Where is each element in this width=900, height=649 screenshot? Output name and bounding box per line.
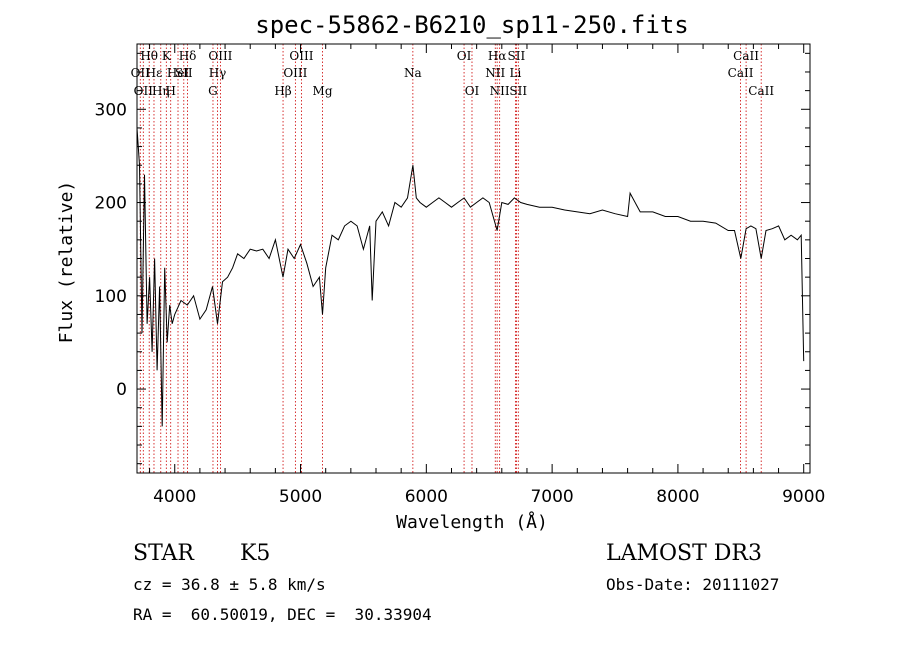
plot-frame: [136, 43, 811, 474]
redshift-cz: cz = 36.8 ± 5.8 km/s: [133, 575, 326, 594]
y-tick-label: 100: [95, 287, 127, 307]
line-marker-label: OII: [134, 84, 154, 98]
x-tick-label: 4000: [153, 487, 196, 507]
observation-date: Obs-Date: 20111027: [606, 575, 779, 594]
y-axis-label: Flux (relative): [56, 181, 77, 344]
line-marker-label: SII: [508, 49, 526, 63]
line-marker-label: Hθ: [140, 49, 158, 63]
line-label-layer: OIIOIIHθHεHηKHHeISIIHδGHγOIIIHβOIIIOIIIM…: [131, 49, 775, 98]
line-marker-label: H: [165, 84, 175, 98]
line-marker-label: SII: [175, 66, 193, 80]
line-marker-label: Li: [509, 66, 521, 80]
y-tick-label: 0: [116, 380, 127, 400]
object-class: STAR: [133, 541, 195, 566]
line-marker-label: CaII: [748, 84, 774, 98]
y-tick-label: 200: [95, 194, 127, 214]
line-marker-label: G: [208, 84, 218, 98]
line-marker-label: OI: [465, 84, 480, 98]
line-marker-label: OIII: [208, 49, 232, 63]
y-tick-label: 300: [95, 100, 127, 120]
line-marker-label: Hε: [146, 66, 163, 80]
chart-title: spec-55862-B6210_sp11-250.fits: [255, 11, 688, 39]
line-marker-label: OI: [457, 49, 472, 63]
line-marker-label: Hη: [152, 84, 170, 98]
line-marker-label: OIII: [289, 49, 313, 63]
line-marker-label: NII: [490, 84, 510, 98]
line-marker-label: Mg: [313, 84, 333, 98]
line-marker-label: Hγ: [209, 66, 227, 80]
x-axis-label: Wavelength (Å): [396, 511, 548, 533]
x-tick-label: 6000: [405, 487, 448, 507]
line-marker-label: OIII: [283, 66, 307, 80]
line-marker-label: CaII: [728, 66, 754, 80]
line-marker-label: Hβ: [274, 84, 291, 98]
x-tick-label: 5000: [279, 487, 322, 507]
line-marker-layer: [139, 44, 762, 473]
x-tick-label: 7000: [530, 487, 573, 507]
y-axis: 0 100 200 300: [95, 52, 810, 465]
line-marker-label: OII: [131, 66, 151, 80]
x-tick-label: 8000: [656, 487, 699, 507]
line-marker-label: Hα: [488, 49, 507, 63]
spectrum-line: [136, 127, 805, 427]
line-marker-label: K: [162, 49, 172, 63]
survey-name: LAMOST DR3: [606, 541, 762, 566]
line-marker-label: CaII: [733, 49, 759, 63]
x-tick-label: 9000: [782, 487, 825, 507]
coordinates: RA = 60.50019, DEC = 30.33904: [133, 605, 432, 624]
line-marker-label: NII: [485, 66, 505, 80]
line-marker-label: SII: [509, 84, 527, 98]
x-axis: 4000 5000 6000 7000 8000 9000: [149, 44, 825, 507]
object-subclass: K5: [240, 541, 270, 566]
line-marker-label: HeI: [167, 66, 190, 80]
line-marker-label: Hδ: [179, 49, 197, 63]
line-marker-label: Na: [404, 66, 422, 80]
